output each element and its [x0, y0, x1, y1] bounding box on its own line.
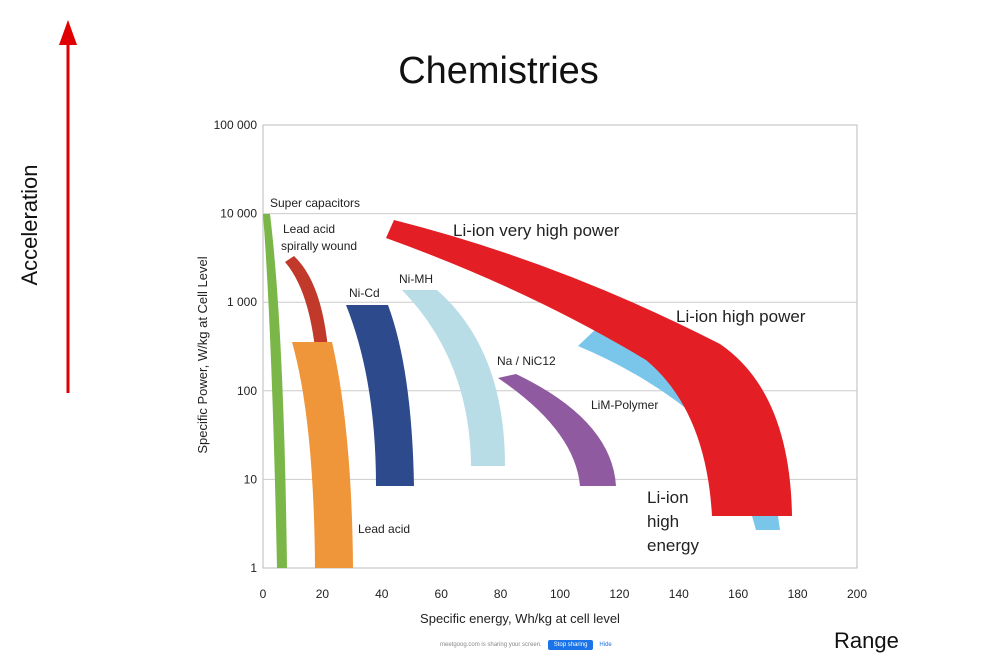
slide-title: Chemistries: [398, 50, 599, 92]
label-lim-polymer: LiM-Polymer: [591, 398, 658, 412]
hide-button[interactable]: Hide: [599, 642, 612, 648]
y-tick-label: 10: [244, 472, 258, 486]
x-tick-label: 200: [847, 587, 867, 601]
share-message: meetgoog.com is sharing your screen.: [440, 642, 542, 648]
label-li-ion-high-power: Li-ion high power: [676, 307, 806, 326]
y-tick-label: 1: [250, 561, 257, 575]
label-na-nicl2: Na / NiC12: [497, 354, 556, 368]
label-li-ion-very-high-power: Li-ion very high power: [453, 221, 620, 240]
super-capacitors-band: [263, 214, 287, 568]
x-tick-label: 100: [550, 587, 570, 601]
label-li-ion: Li-ion: [647, 488, 689, 507]
label-high: high: [647, 512, 679, 531]
x-tick-label: 80: [494, 587, 508, 601]
li-ion-band: [386, 220, 792, 516]
range-label: Range: [834, 628, 899, 653]
label-lead-acid: Lead acid: [358, 522, 410, 536]
x-tick-label: 60: [435, 587, 449, 601]
x-tick-label: 40: [375, 587, 389, 601]
chemistry-bands: [263, 214, 792, 568]
x-tick-label: 120: [609, 587, 629, 601]
x-tick-label: 160: [728, 587, 748, 601]
na-nicl2-band: [498, 374, 616, 486]
x-axis-label: Specific energy, Wh/kg at cell level: [420, 611, 620, 626]
ni-cd-band: [346, 305, 414, 486]
axes-text: 1 10 100 1 000 10 000 100 000 0 20 40 60 80 100 120 1…: [195, 118, 867, 626]
y-tick-label: 10 000: [220, 207, 257, 221]
y-tick-label: 1 000: [227, 295, 257, 309]
x-tick-label: 140: [669, 587, 689, 601]
label-ni-mh: Ni-MH: [399, 272, 433, 286]
label-spirally-wound: spirally wound: [281, 239, 357, 253]
label-lead-acid-spirally: Lead acid: [283, 222, 335, 236]
y-axis-label: Specific Power, W/kg at Cell Level: [195, 256, 210, 453]
lead-acid-band: [292, 342, 353, 568]
stop-sharing-button[interactable]: Stop sharing: [547, 640, 594, 650]
y-tick-label: 100: [237, 384, 257, 398]
screen-share-bar: meetgoog.com is sharing your screen. Sto…: [440, 637, 640, 653]
chemistry-labels: Super capacitors Lead acid spirally woun…: [270, 196, 806, 555]
label-super-capacitors: Super capacitors: [270, 196, 360, 210]
label-ni-cd: Ni-Cd: [349, 286, 380, 300]
x-tick-label: 20: [316, 587, 330, 601]
x-tick-label: 180: [788, 587, 808, 601]
ni-mh-band: [402, 290, 505, 466]
x-tick-label: 0: [260, 587, 267, 601]
lim-polymer-band-lower: [752, 516, 780, 530]
label-energy: energy: [647, 536, 699, 555]
lim-polymer-band: [578, 327, 690, 410]
y-tick-label: 100 000: [214, 118, 258, 132]
